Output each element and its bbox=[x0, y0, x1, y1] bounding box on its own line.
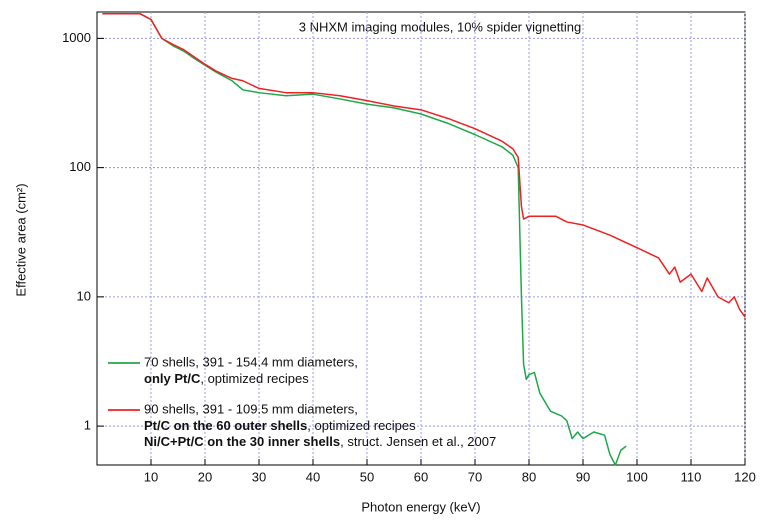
x-tick-label: 10 bbox=[144, 469, 158, 484]
y-axis-label: Effective area (cm²) bbox=[13, 183, 28, 296]
y-tick-label: 1 bbox=[84, 418, 91, 433]
y-tick-label: 100 bbox=[69, 159, 91, 174]
legend-note: only Pt/C, optimized recipes bbox=[144, 371, 309, 386]
x-tick-label: 70 bbox=[468, 469, 482, 484]
data-line bbox=[102, 13, 746, 318]
y-tick-label: 10 bbox=[77, 288, 91, 303]
legend-note: Ni/C+Pt/C on the 30 inner shells, struct… bbox=[144, 434, 496, 449]
legend-note-part: , optimized recipes bbox=[200, 371, 309, 386]
y-tick-label: 1000 bbox=[62, 30, 91, 45]
data-line bbox=[102, 13, 627, 466]
legend-note-part: , optimized recipes bbox=[307, 418, 416, 433]
x-tick-label: 90 bbox=[576, 469, 590, 484]
x-tick-label: 110 bbox=[681, 469, 702, 484]
x-axis-label: Photon energy (keV) bbox=[361, 499, 480, 514]
x-tick-label: 50 bbox=[360, 469, 374, 484]
legend-note-part: , struct. Jensen et al., 2007 bbox=[340, 434, 496, 449]
x-tick-label: 60 bbox=[414, 469, 428, 484]
legend-note-part: Pt/C on the 60 outer shells bbox=[144, 418, 307, 433]
legend-label: 90 shells, 391 - 109.5 mm diameters, bbox=[144, 401, 358, 416]
x-tick-label: 20 bbox=[198, 469, 212, 484]
x-tick-label: 100 bbox=[626, 469, 648, 484]
x-tick-label: 40 bbox=[306, 469, 320, 484]
legend-label: 70 shells, 391 - 154.4 mm diameters, bbox=[144, 354, 358, 369]
legend-note: Pt/C on the 60 outer shells, optimized r… bbox=[144, 418, 416, 433]
legend-note-part: Ni/C+Pt/C on the 30 inner shells bbox=[144, 434, 340, 449]
chart-title: 3 NHXM imaging modules, 10% spider vigne… bbox=[299, 19, 582, 34]
x-tick-label: 30 bbox=[252, 469, 266, 484]
x-tick-label: 120 bbox=[734, 469, 756, 484]
legend-note-part: only Pt/C bbox=[144, 371, 201, 386]
x-tick-label: 80 bbox=[522, 469, 536, 484]
